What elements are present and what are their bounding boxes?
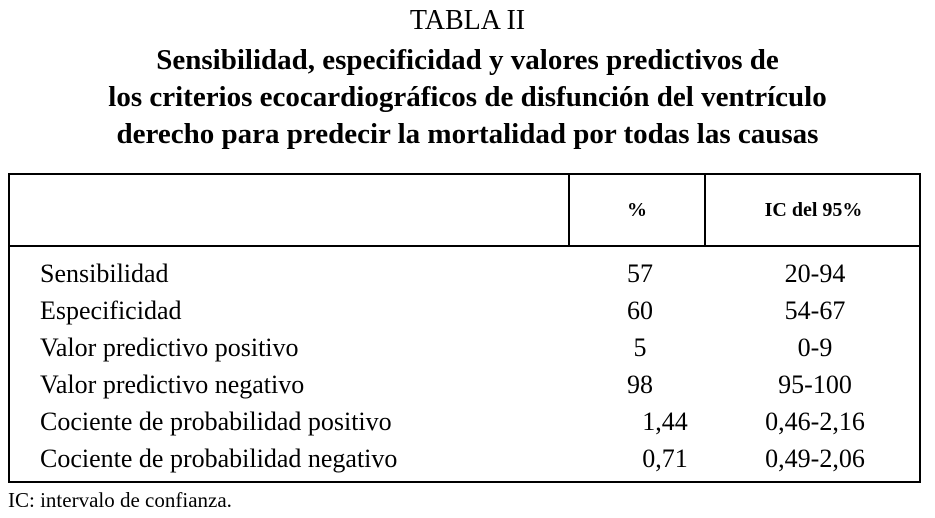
- table-row: Sensibilidad 57 20-94: [10, 255, 919, 292]
- row-label: Especificidad: [40, 296, 182, 325]
- table-header: % IC del 95%: [10, 175, 919, 247]
- column-divider: [704, 175, 706, 245]
- table-row: Especificidad 60 54-67: [10, 292, 919, 329]
- data-table: % IC del 95% Sensibilidad 57 20-94 Espec…: [8, 173, 921, 483]
- table-subtitle: Sensibilidad, especificidad y valores pr…: [0, 42, 935, 153]
- row-label: Cociente de probabilidad negativo: [40, 444, 398, 473]
- table-row: Cociente de probabilidad negativo 0,71 0…: [10, 440, 919, 477]
- row-percent: 57: [627, 259, 653, 288]
- row-ci: 54-67: [784, 296, 846, 325]
- footnote: IC: intervalo de confianza.: [8, 488, 232, 512]
- row-percent: 1,44: [642, 407, 688, 436]
- table-row: Valor predictivo negativo 98 95-100: [10, 366, 919, 403]
- row-label: Valor predictivo negativo: [40, 370, 305, 399]
- row-label: Valor predictivo positivo: [40, 333, 299, 362]
- row-ci: 20-94: [784, 259, 846, 288]
- row-label: Cociente de probabilidad positivo: [40, 407, 392, 436]
- column-divider: [568, 175, 570, 245]
- row-ci: 0-9: [797, 333, 833, 362]
- row-percent: 5: [633, 333, 647, 362]
- row-ci: 95-100: [778, 370, 852, 399]
- row-percent: 0,71: [642, 444, 688, 473]
- table-title: TABLA II: [409, 5, 526, 36]
- table-row: Cociente de probabilidad positivo 1,44 0…: [10, 403, 919, 440]
- subtitle-line: derecho para predecir la mortalidad por …: [116, 118, 819, 150]
- header-percent: %: [627, 199, 647, 221]
- row-label: Sensibilidad: [40, 259, 169, 288]
- row-percent: 60: [627, 296, 653, 325]
- header-ci: IC del 95%: [764, 199, 863, 221]
- subtitle-line: los criterios ecocardiográficos de disfu…: [108, 81, 827, 113]
- row-ci: 0,49-2,06: [765, 444, 865, 473]
- row-ci: 0,46-2,16: [765, 407, 865, 436]
- table-row: Valor predictivo positivo 5 0-9: [10, 329, 919, 366]
- row-percent: 98: [627, 370, 653, 399]
- subtitle-line: Sensibilidad, especificidad y valores pr…: [156, 44, 779, 76]
